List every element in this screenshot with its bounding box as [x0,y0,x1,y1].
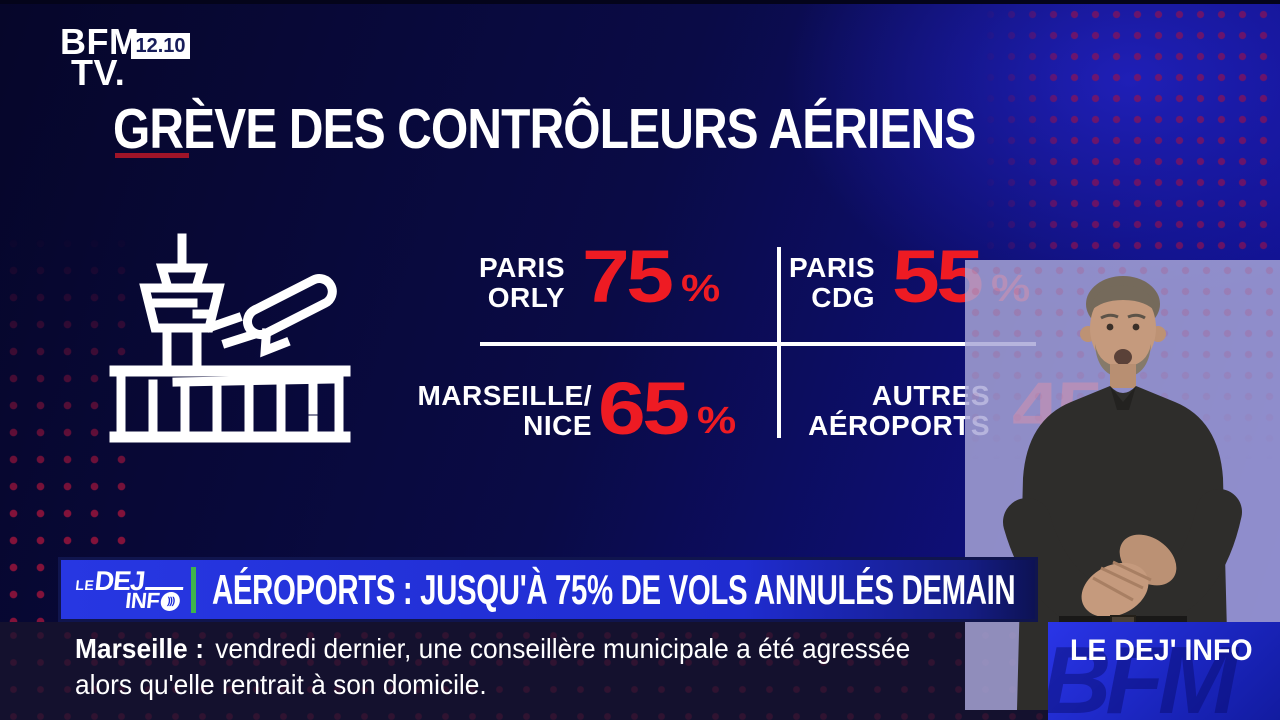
ticker-text-1: vendredi dernier, une conseillère munici… [215,633,911,664]
program-badge: BFM LE DEJ' INFO [1048,622,1280,720]
stat-value-marseille-nice: 65 % [598,367,737,450]
red-dots-pattern-top-right [980,4,1280,260]
stat-label-autres-aeroports: AUTRES AÉROPORTS [808,380,990,441]
logo-info: INF [124,587,161,613]
page-title: GRÈVE DES CONTRÔLEURS AÉRIENS [113,97,976,161]
stats-horizontal-divider [480,342,1036,346]
ticker-line-1: Marseille: vendredi dernier, une conseill… [75,631,910,667]
lower-third-banner: LE DEJ INF ))) AÉROPORTS : JUSQU'À 75% D… [58,557,1038,622]
stat-value-paris-orly: 75 % [582,235,721,318]
top-edge-strip [0,0,1280,4]
news-ticker: Marseille: vendredi dernier, une conseill… [75,631,910,703]
sound-waves-icon: ))) [160,591,182,610]
bfm-watermark: BFM [1048,627,1238,720]
tv-logo-text: TV. [71,52,126,93]
red-dots-pattern-left [0,230,132,622]
banner-headline: AÉROPORTS : JUSQU'À 75% DE VOLS ANNULÉS … [212,565,1016,613]
clock: 12.10 [131,33,190,59]
stat-label-paris-orly: PARIS ORLY [479,252,565,313]
title-underline [115,153,189,158]
le-dej-info-logo: LE DEJ INF ))) [73,566,186,613]
stat-label-paris-cdg: PARIS CDG [789,252,875,313]
ticker-topic: Marseille [75,633,188,664]
plane-icon [242,274,337,358]
green-divider [191,566,197,613]
bfm-tv-logo: BFM TV. [60,21,140,93]
program-badge-label: LE DEJ' INFO [1070,634,1253,667]
airport-icon [109,233,351,443]
ticker-colon: : [195,633,204,664]
bfm-logo-text: BFM [60,21,140,62]
ticker-line-2: alors qu'elle rentrait à son domicile. [75,669,487,700]
logo-le: LE [74,576,96,593]
stat-label-marseille-nice: MARSEILLE/ NICE [417,380,592,441]
